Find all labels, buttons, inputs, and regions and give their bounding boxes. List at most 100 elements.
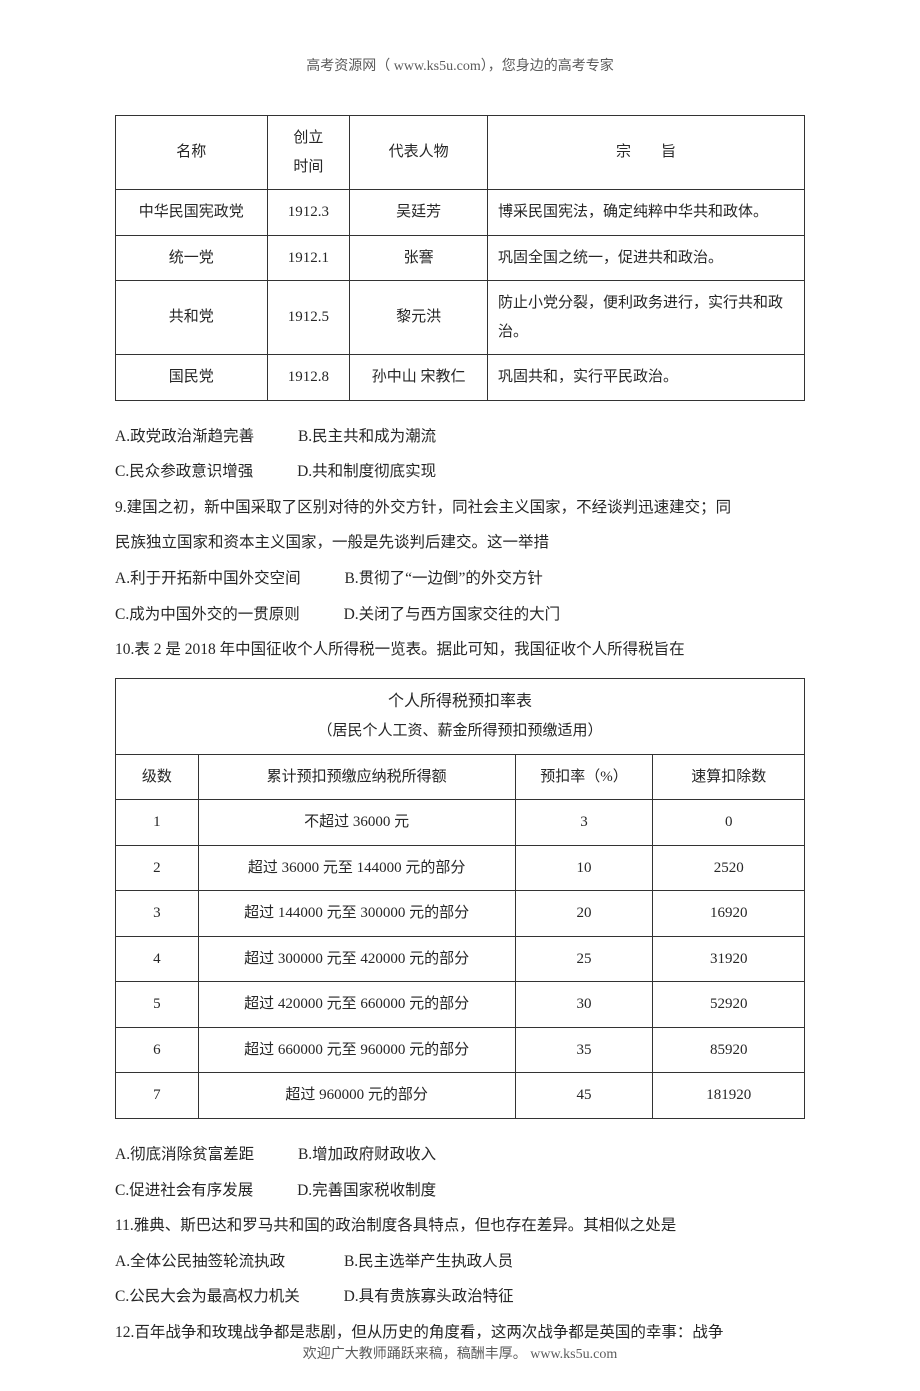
opt-c: C.成为中国外交的一贯原则 xyxy=(115,597,300,633)
cell: 1 xyxy=(116,800,199,846)
parties-table: 名称 创立 时间 代表人物 宗 旨 中华民国宪政党 1912.3 吴廷芳 博采民… xyxy=(115,115,805,401)
cell: 52920 xyxy=(653,982,805,1028)
cell: 20 xyxy=(515,891,653,937)
cell: 85920 xyxy=(653,1027,805,1073)
opt-c: C.公民大会为最高权力机关 xyxy=(115,1279,300,1315)
cell: 16920 xyxy=(653,891,805,937)
cell: 1912.1 xyxy=(267,235,350,281)
cell: 1912.3 xyxy=(267,190,350,236)
cell: 2 xyxy=(116,845,199,891)
table-row: 中华民国宪政党 1912.3 吴廷芳 博采民国宪法，确定纯粹中华共和政体。 xyxy=(116,190,805,236)
cell: 防止小党分裂，便利政务进行，实行共和政治。 xyxy=(488,281,805,355)
opt-d: D.关闭了与西方国家交往的大门 xyxy=(344,597,561,633)
cell: 2520 xyxy=(653,845,805,891)
cell: 30 xyxy=(515,982,653,1028)
header-suffix: ），您身边的高考专家 xyxy=(481,59,614,74)
th-time: 创立 时间 xyxy=(267,116,350,190)
cell: 超过 300000 元至 420000 元的部分 xyxy=(198,936,515,982)
table-row: 2 超过 36000 元至 144000 元的部分 10 2520 xyxy=(116,845,805,891)
table-row: 名称 创立 时间 代表人物 宗 旨 xyxy=(116,116,805,190)
cell: 10 xyxy=(515,845,653,891)
q11-stem: 11.雅典、斯巴达和罗马共和国的政治制度各具特点，但也存在差异。其相似之处是 xyxy=(115,1208,805,1244)
table-row: 5 超过 420000 元至 660000 元的部分 30 52920 xyxy=(116,982,805,1028)
opt-b: B.民主共和成为潮流 xyxy=(298,419,436,455)
cell: 超过 660000 元至 960000 元的部分 xyxy=(198,1027,515,1073)
cell: 超过 36000 元至 144000 元的部分 xyxy=(198,845,515,891)
cell: 3 xyxy=(116,891,199,937)
page-footer: 欢迎广大教师踊跃来稿，稿酬丰厚。 www.ks5u.com xyxy=(0,1343,920,1363)
th: 预扣率（%） xyxy=(515,754,653,800)
q10-stem: 10.表 2 是 2018 年中国征收个人所得税一览表。据此可知，我国征收个人所… xyxy=(115,632,805,668)
cell: 超过 144000 元至 300000 元的部分 xyxy=(198,891,515,937)
opt-a: A.政党政治渐趋完善 xyxy=(115,419,254,455)
page: 高考资源网（ www.ks5u.com），您身边的高考专家 名称 创立 时间 代… xyxy=(0,0,920,1391)
opt-c: C.民众参政意识增强 xyxy=(115,454,253,490)
cell: 张謇 xyxy=(350,235,488,281)
cell: 5 xyxy=(116,982,199,1028)
table-row: 级数 累计预扣预缴应纳税所得额 预扣率（%） 速算扣除数 xyxy=(116,754,805,800)
q9-stem-l2: 民族独立国家和资本主义国家，一般是先谈判后建交。这一举措 xyxy=(115,525,805,561)
cell: 0 xyxy=(653,800,805,846)
q10-options: A.彻底消除贫富差距 B.增加政府财政收入 C.促进社会有序发展 D.完善国家税… xyxy=(115,1137,805,1208)
table-row: 6 超过 660000 元至 960000 元的部分 35 85920 xyxy=(116,1027,805,1073)
cell: 孙中山 宋教仁 xyxy=(350,355,488,401)
opt-b: B.增加政府财政收入 xyxy=(298,1137,436,1173)
th: 速算扣除数 xyxy=(653,754,805,800)
tax-title: 个人所得税预扣率表 （居民个人工资、薪金所得预扣预缴适用） xyxy=(116,678,805,754)
th-person: 代表人物 xyxy=(350,116,488,190)
header-url: www.ks5u.com xyxy=(394,59,481,74)
cell: 不超过 36000 元 xyxy=(198,800,515,846)
cell: 35 xyxy=(515,1027,653,1073)
q9-options: A.利于开拓新中国外交空间 B.贯彻了“一边倒”的外交方针 C.成为中国外交的一… xyxy=(115,561,805,632)
opt-d: D.共和制度彻底实现 xyxy=(297,454,436,490)
cell: 博采民国宪法，确定纯粹中华共和政体。 xyxy=(488,190,805,236)
table-row: 国民党 1912.8 孙中山 宋教仁 巩固共和，实行平民政治。 xyxy=(116,355,805,401)
opt-a: A.利于开拓新中国外交空间 xyxy=(115,561,301,597)
tax-table: 个人所得税预扣率表 （居民个人工资、薪金所得预扣预缴适用） 级数 累计预扣预缴应… xyxy=(115,678,805,1119)
q8-options: A.政党政治渐趋完善 B.民主共和成为潮流 C.民众参政意识增强 D.共和制度彻… xyxy=(115,419,805,490)
cell: 1912.5 xyxy=(267,281,350,355)
cell: 25 xyxy=(515,936,653,982)
th: 级数 xyxy=(116,754,199,800)
cell: 吴廷芳 xyxy=(350,190,488,236)
footer-text: 欢迎广大教师踊跃来稿，稿酬丰厚。 www.ks5u.com xyxy=(303,1347,617,1362)
table-row: 3 超过 144000 元至 300000 元的部分 20 16920 xyxy=(116,891,805,937)
cell: 45 xyxy=(515,1073,653,1119)
opt-a: A.全体公民抽签轮流执政 xyxy=(115,1244,285,1280)
cell: 共和党 xyxy=(116,281,268,355)
q11-options: A.全体公民抽签轮流执政 B.民主选举产生执政人员 C.公民大会为最高权力机关 … xyxy=(115,1244,805,1315)
cell: 31920 xyxy=(653,936,805,982)
th: 累计预扣预缴应纳税所得额 xyxy=(198,754,515,800)
cell: 统一党 xyxy=(116,235,268,281)
cell: 1912.8 xyxy=(267,355,350,401)
cell: 巩固全国之统一，促进共和政治。 xyxy=(488,235,805,281)
opt-d: D.具有贵族寡头政治特征 xyxy=(344,1279,514,1315)
opt-b: B.民主选举产生执政人员 xyxy=(344,1244,513,1280)
cell: 7 xyxy=(116,1073,199,1119)
cell: 3 xyxy=(515,800,653,846)
cell: 中华民国宪政党 xyxy=(116,190,268,236)
cell: 超过 960000 元的部分 xyxy=(198,1073,515,1119)
opt-b: B.贯彻了“一边倒”的外交方针 xyxy=(344,561,542,597)
th-purpose: 宗 旨 xyxy=(488,116,805,190)
cell: 6 xyxy=(116,1027,199,1073)
q9-stem-l1: 9.建国之初，新中国采取了区别对待的外交方针，同社会主义国家，不经谈判迅速建交；… xyxy=(115,490,805,526)
tax-title2: （居民个人工资、薪金所得预扣预缴适用） xyxy=(122,717,798,746)
table-row: 统一党 1912.1 张謇 巩固全国之统一，促进共和政治。 xyxy=(116,235,805,281)
opt-d: D.完善国家税收制度 xyxy=(297,1173,436,1209)
table-row: 7 超过 960000 元的部分 45 181920 xyxy=(116,1073,805,1119)
cell: 巩固共和，实行平民政治。 xyxy=(488,355,805,401)
page-header: 高考资源网（ www.ks5u.com），您身边的高考专家 xyxy=(115,55,805,75)
table-row: 4 超过 300000 元至 420000 元的部分 25 31920 xyxy=(116,936,805,982)
th-name: 名称 xyxy=(116,116,268,190)
cell: 黎元洪 xyxy=(350,281,488,355)
table-row: 共和党 1912.5 黎元洪 防止小党分裂，便利政务进行，实行共和政治。 xyxy=(116,281,805,355)
cell: 超过 420000 元至 660000 元的部分 xyxy=(198,982,515,1028)
header-prefix: 高考资源网（ xyxy=(306,59,394,74)
cell: 国民党 xyxy=(116,355,268,401)
cell: 181920 xyxy=(653,1073,805,1119)
tax-title-row: 个人所得税预扣率表 （居民个人工资、薪金所得预扣预缴适用） xyxy=(116,678,805,754)
cell: 4 xyxy=(116,936,199,982)
table-row: 1 不超过 36000 元 3 0 xyxy=(116,800,805,846)
opt-c: C.促进社会有序发展 xyxy=(115,1173,253,1209)
